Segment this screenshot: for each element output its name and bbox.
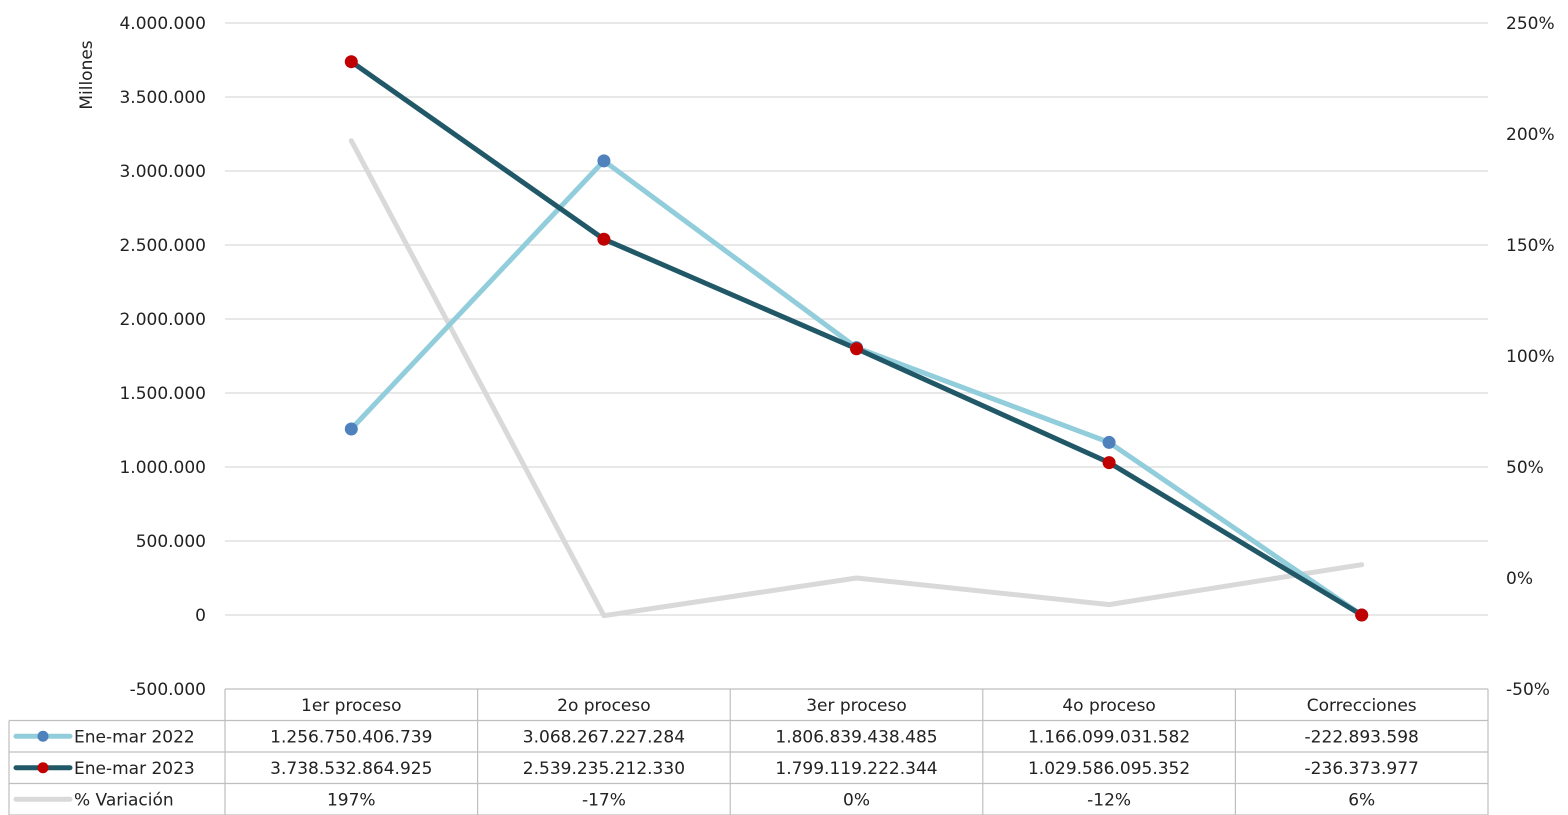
category-label: Correcciones xyxy=(1307,696,1417,716)
y-right-tick-label: 100% xyxy=(1506,347,1555,367)
data-label: 197% xyxy=(327,790,376,810)
series-1-point xyxy=(344,422,358,436)
y-right-tick-label: 150% xyxy=(1506,236,1555,256)
category-label: 4o proceso xyxy=(1062,696,1156,716)
y-left-tick-label: 1.500.000 xyxy=(119,384,206,404)
series-line-3 xyxy=(348,138,1365,619)
data-label: 0% xyxy=(843,790,870,810)
series-1-point xyxy=(597,154,611,168)
y-axis-label: Millones xyxy=(77,40,97,109)
series-1-point xyxy=(1102,435,1116,449)
data-label: 1.806.839.438.485 xyxy=(775,727,937,747)
series-line-1 xyxy=(348,158,1365,618)
y-left-tick-label: -500.000 xyxy=(130,680,206,700)
y-left-tick-label: 500.000 xyxy=(136,532,206,552)
y-right-tick-label: 250% xyxy=(1506,14,1555,34)
series-2-point xyxy=(344,55,358,69)
y-right-tick-label: 50% xyxy=(1506,458,1544,478)
legend-label: % Variación xyxy=(74,790,174,810)
y-right-tick-label: 200% xyxy=(1506,125,1555,145)
legend-key-marker xyxy=(37,762,49,774)
series-line-2 xyxy=(348,59,1365,618)
data-label: 2.539.235.212.330 xyxy=(523,759,685,779)
legend-label: Ene-mar 2023 xyxy=(74,759,195,779)
y-left-tick-label: 0 xyxy=(195,606,206,626)
data-label: 1.256.750.406.739 xyxy=(270,727,432,747)
y-left-tick-label: 1.000.000 xyxy=(119,458,206,478)
series-2-point xyxy=(597,232,611,246)
y-right-tick-label: -50% xyxy=(1506,680,1550,700)
data-label: 1.029.586.095.352 xyxy=(1028,759,1190,779)
data-label: 1.799.119.222.344 xyxy=(775,759,937,779)
category-label: 3er proceso xyxy=(806,696,907,716)
legend-label: Ene-mar 2022 xyxy=(74,727,195,747)
data-label: -222.893.598 xyxy=(1305,727,1419,747)
data-label: 6% xyxy=(1348,790,1375,810)
legend-key-marker xyxy=(37,730,49,742)
category-label: 2o proceso xyxy=(557,696,651,716)
data-label: 3.068.267.227.284 xyxy=(523,727,685,747)
data-label: -236.373.977 xyxy=(1305,759,1419,779)
y-right-tick-label: 0% xyxy=(1506,569,1533,589)
data-label: 3.738.532.864.925 xyxy=(270,759,432,779)
series-2-point xyxy=(1102,456,1116,470)
y-left-tick-label: 3.000.000 xyxy=(119,162,206,182)
data-label: 1.166.099.031.582 xyxy=(1028,727,1190,747)
y-left-tick-label: 2.000.000 xyxy=(119,310,206,330)
category-label: 1er proceso xyxy=(301,696,402,716)
y-left-tick-label: 3.500.000 xyxy=(119,88,206,108)
y-left-tick-label: 4.000.000 xyxy=(119,14,206,34)
series-2-point xyxy=(850,342,863,356)
series-2-point xyxy=(1355,608,1369,622)
data-label: -12% xyxy=(1087,790,1131,810)
data-label: -17% xyxy=(582,790,626,810)
y-left-tick-label: 2.500.000 xyxy=(119,236,206,256)
